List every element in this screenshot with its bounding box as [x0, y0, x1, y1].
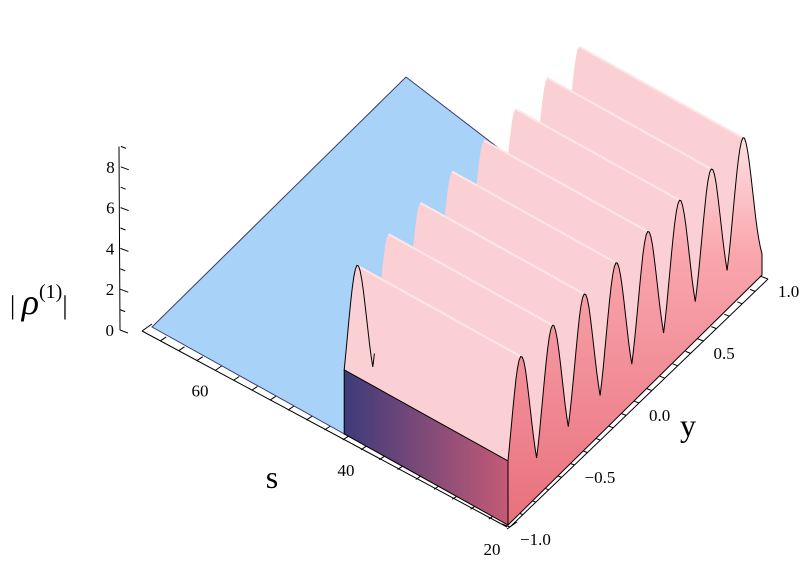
s-tick — [251, 385, 258, 391]
y-tick — [749, 288, 756, 292]
ridge-crest — [546, 77, 712, 170]
s-tick-label: 60 — [192, 382, 209, 401]
ridge-crest — [483, 139, 649, 233]
y-tick — [646, 388, 653, 392]
y-tick — [737, 301, 743, 305]
surface-group — [151, 45, 763, 527]
z-tick — [119, 329, 129, 334]
z-tick — [120, 227, 126, 231]
z-tick-label: 2 — [106, 280, 115, 299]
y-tick-label: 0.0 — [649, 406, 670, 425]
z-tick-label: 4 — [106, 239, 115, 258]
s-tick — [269, 395, 277, 401]
s-tick — [232, 376, 240, 381]
z-tick — [120, 268, 126, 272]
z-tick — [120, 166, 129, 171]
z-tick — [120, 145, 127, 149]
z-tick-label: 8 — [106, 158, 115, 177]
y-tick — [659, 375, 665, 379]
back-profile — [343, 264, 375, 370]
s-tick — [159, 336, 167, 342]
s-axis-line — [141, 330, 508, 528]
y-tick — [685, 350, 691, 354]
left-side — [343, 368, 509, 526]
y-tick-label: −1.0 — [520, 530, 551, 549]
z-tick — [119, 309, 126, 313]
ridge-crest — [578, 45, 744, 139]
s-tick-label: 40 — [338, 461, 355, 480]
z-tick — [120, 207, 129, 212]
s-tick — [141, 323, 153, 332]
y-axis-label: y — [680, 407, 696, 443]
y-tick — [724, 313, 730, 317]
labels-group: 0 2 4 6 8 60 40 20 −1.0 −0.5 0.0 0.5 1.0 s y | ρ(1)| — [10, 158, 799, 559]
ridge-crest — [419, 202, 585, 295]
s-tick — [178, 346, 185, 352]
ridge-crest — [388, 233, 553, 327]
s-tick — [342, 435, 350, 441]
z-tick — [120, 288, 129, 293]
y-tick — [620, 412, 627, 416]
y-tick — [711, 326, 717, 330]
y-tick-label: 1.0 — [778, 282, 799, 301]
s-tick — [506, 521, 518, 530]
ridge-crest — [356, 264, 522, 358]
s-tick-label: 20 — [484, 540, 501, 559]
s-axis-label: s — [266, 459, 278, 495]
z-axis-line — [118, 146, 121, 331]
y-tick-label: −0.5 — [585, 468, 616, 487]
y-tick-label: 0.5 — [714, 344, 735, 363]
s-tick — [324, 425, 331, 431]
z-tick — [120, 186, 126, 190]
s-tick — [196, 356, 204, 362]
ridge-crest — [451, 170, 617, 264]
z-axis-label: | ρ(1)| — [10, 281, 68, 322]
s-tick — [305, 415, 313, 421]
z-tick — [120, 247, 129, 252]
ridge-crest — [515, 108, 680, 202]
z-tick-label: 6 — [106, 199, 115, 218]
front-profile — [507, 137, 763, 527]
y-tick — [672, 363, 678, 367]
y-tick — [501, 523, 511, 528]
y-tick — [759, 275, 769, 280]
z-tick-label: 0 — [106, 321, 115, 340]
